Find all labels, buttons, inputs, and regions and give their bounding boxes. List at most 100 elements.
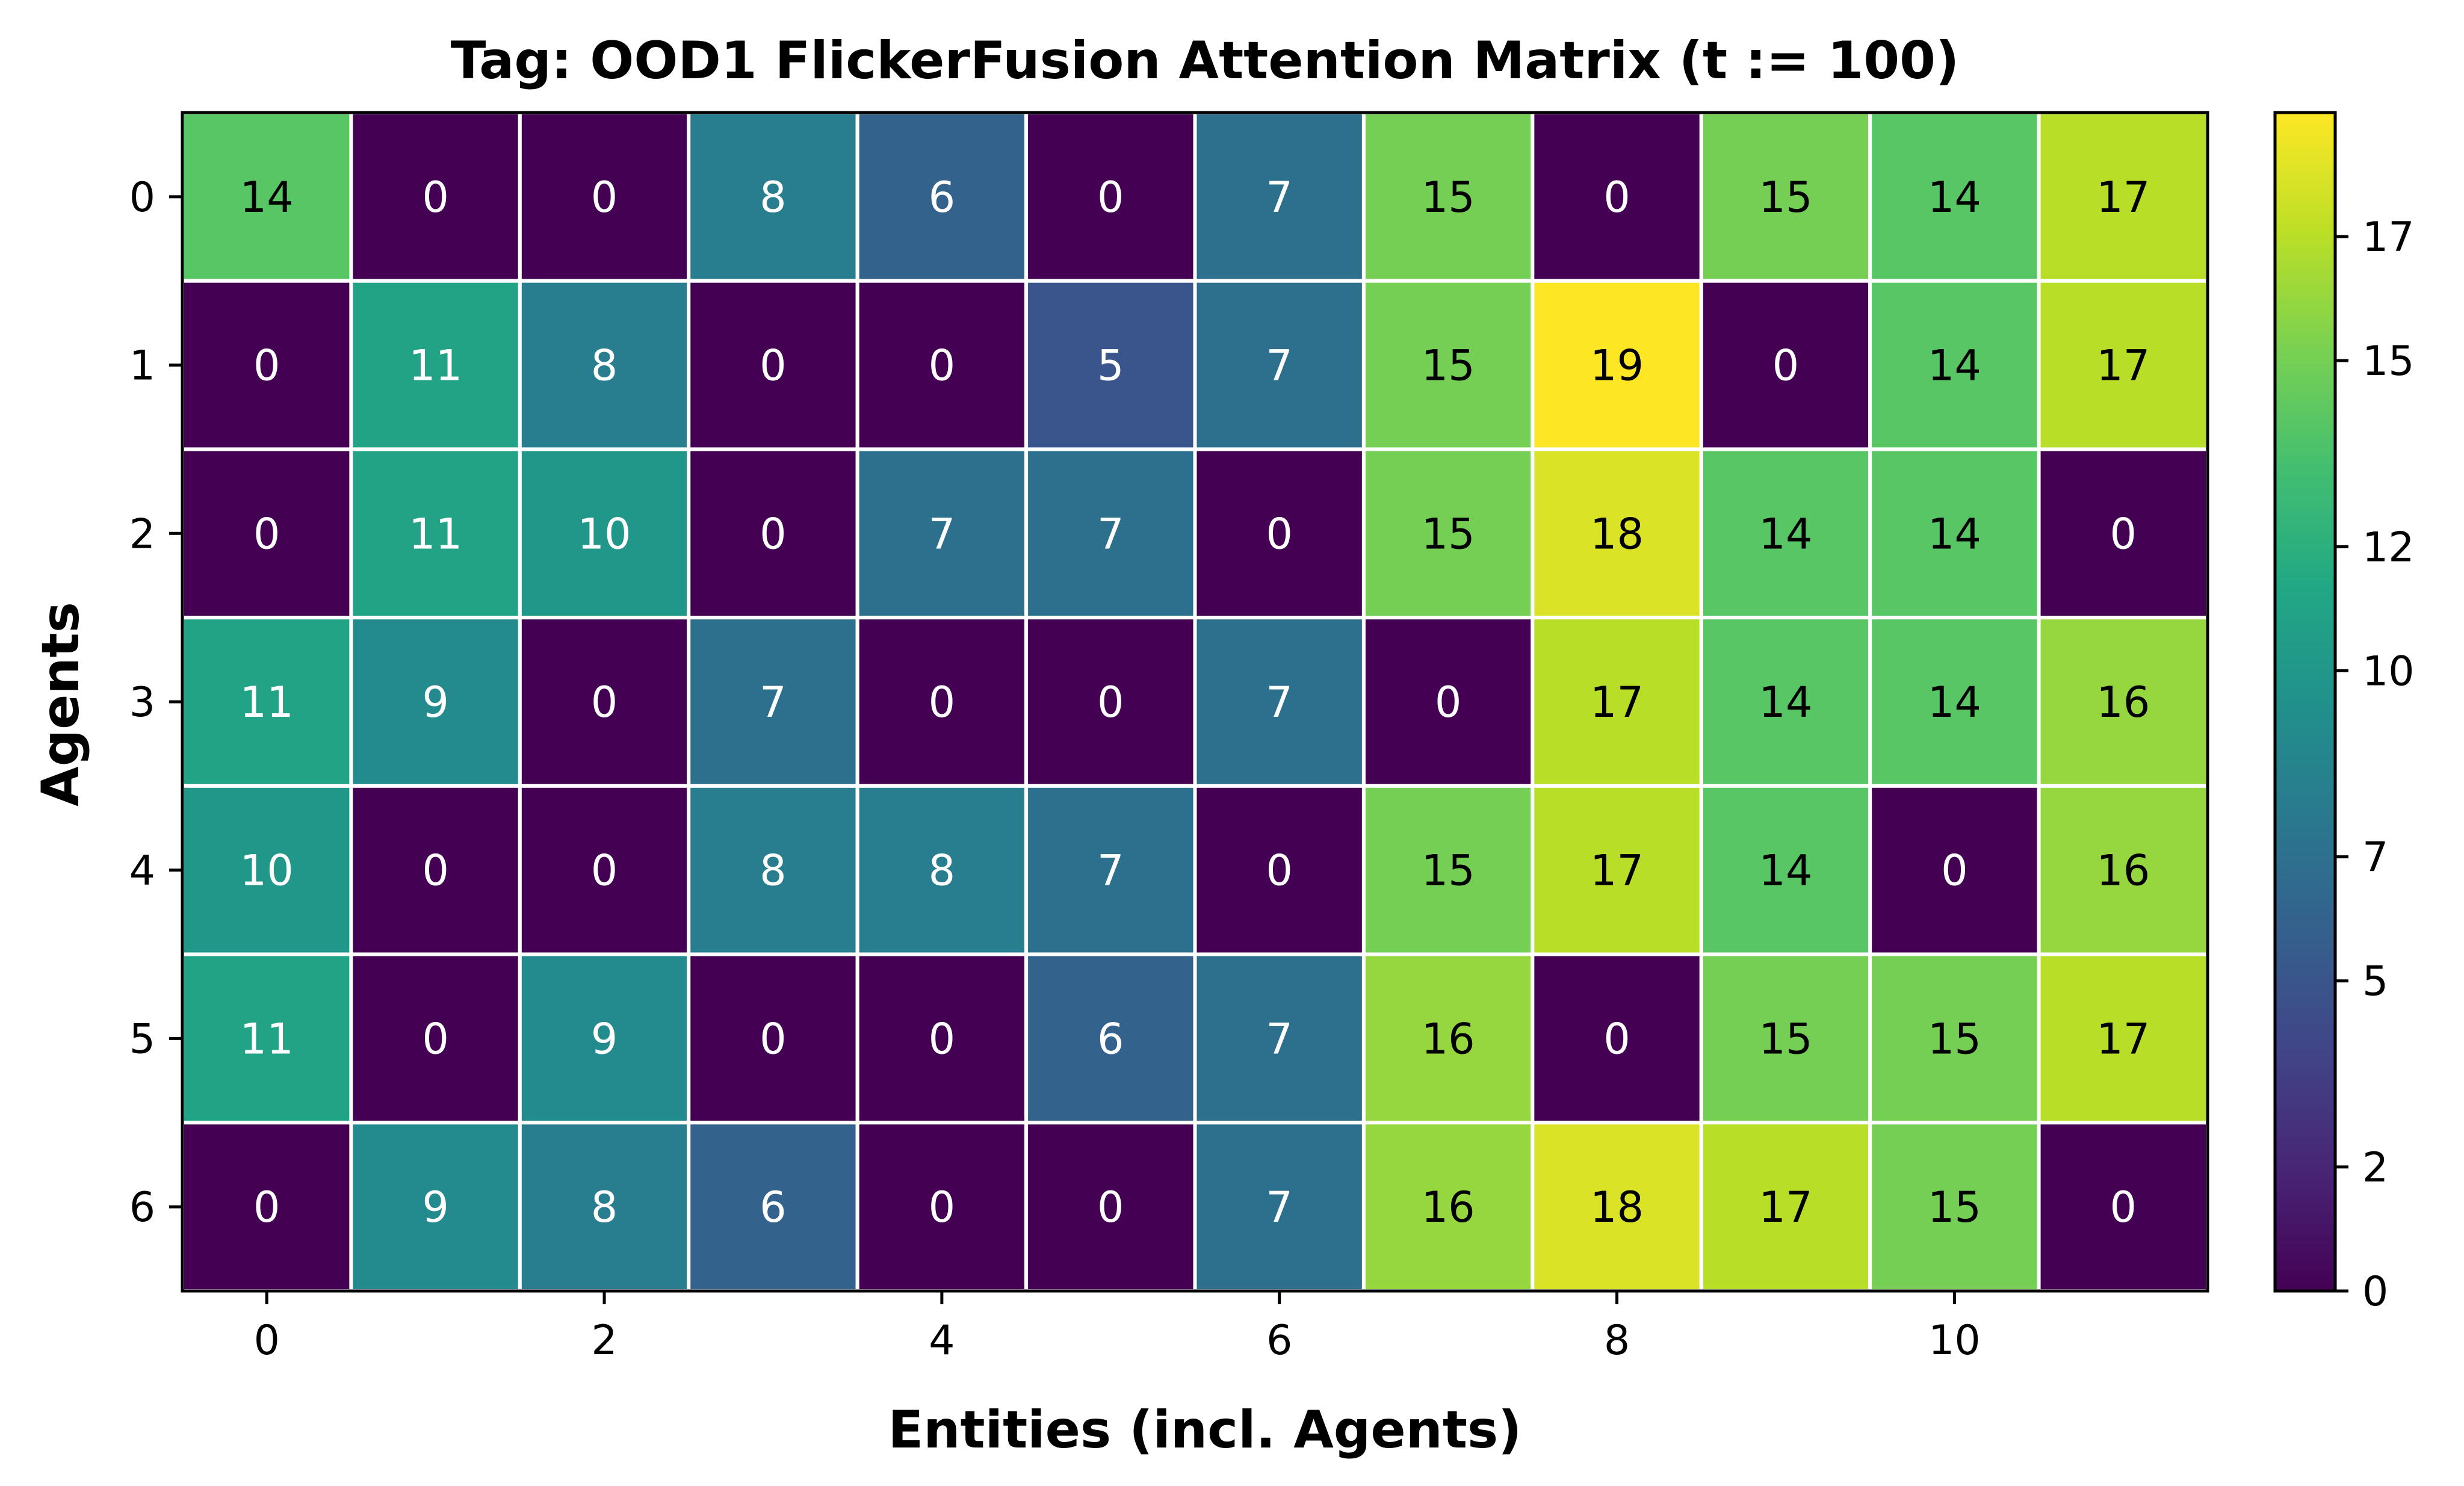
x-tick-label: 0 (254, 1317, 280, 1364)
heatmap-cell (687, 952, 859, 1125)
colorbar-tick-label: 0 (2362, 1268, 2388, 1316)
cell-value-label: 14 (1928, 173, 1981, 222)
cell-value-label: 0 (1435, 678, 1462, 727)
heatmap-cell (1361, 784, 1535, 956)
cell-value-label: 0 (760, 509, 787, 559)
cell-value-label: 8 (591, 341, 618, 391)
heatmap-cell (1193, 616, 1366, 788)
x-axis-label: Entities (incl. Agents) (888, 1400, 1522, 1460)
cell-value-label: 0 (422, 173, 449, 222)
cell-value-label: 15 (1928, 1183, 1981, 1232)
heatmap-cell (687, 1121, 859, 1293)
colorbar-tick-label: 17 (2362, 214, 2415, 261)
colorbar-tick-label: 2 (2362, 1144, 2388, 1192)
heatmap-cell (181, 111, 353, 283)
heatmap-cell (349, 279, 522, 451)
heatmap-cell (2037, 111, 2209, 283)
cell-value-label: 0 (2110, 1183, 2137, 1232)
cell-value-label: 7 (929, 509, 956, 559)
heatmap-cell (518, 1121, 691, 1293)
heatmap-cell (2037, 952, 2209, 1125)
cell-value-label: 0 (1097, 678, 1124, 727)
y-tick-label: 6 (129, 1184, 155, 1231)
heatmap-cell (181, 952, 353, 1125)
cell-value-label: 11 (240, 678, 294, 727)
cell-value-label: 0 (929, 1014, 956, 1063)
colorbar-gradient (2273, 111, 2337, 1293)
cell-value-label: 17 (1759, 1183, 1812, 1232)
cell-value-label: 0 (1097, 173, 1124, 222)
cell-value-label: 7 (1097, 846, 1124, 896)
x-tick-label: 10 (1928, 1317, 1981, 1364)
cell-value-label: 15 (1422, 173, 1475, 222)
cell-value-label: 0 (422, 846, 449, 896)
heatmap-cell (855, 784, 1029, 956)
heatmap-cell (518, 784, 691, 956)
cell-value-label: 16 (2096, 846, 2150, 896)
cell-value-label: 19 (1590, 341, 1644, 391)
cell-value-label: 8 (591, 1183, 618, 1232)
cell-value-label: 0 (929, 678, 956, 727)
cell-value-label: 15 (1759, 173, 1812, 222)
heatmap-cell (1193, 1121, 1366, 1293)
cell-value-label: 9 (422, 1183, 449, 1232)
cell-value-label: 10 (578, 509, 631, 559)
heatmap-cell (1699, 616, 1872, 788)
cell-value-label: 0 (591, 173, 618, 222)
cell-value-label: 15 (1759, 1014, 1812, 1063)
heatmap-cell (518, 616, 691, 788)
heatmap-cell (181, 784, 353, 956)
colorbar-ticks: 0 2 5 7 10 12 15 17 (2335, 214, 2415, 1316)
cell-value-label: 0 (422, 1014, 449, 1063)
cell-value-label: 0 (1266, 509, 1293, 559)
heatmap-cell (1024, 111, 1197, 283)
cell-value-label: 15 (1422, 341, 1475, 391)
cell-value-label: 18 (1590, 509, 1644, 559)
heatmap-cell (1531, 1121, 1703, 1293)
cell-value-label: 18 (1590, 1183, 1644, 1232)
cell-value-label: 14 (240, 173, 294, 222)
heatmap-cell (349, 784, 522, 956)
cell-value-label: 14 (1759, 509, 1812, 559)
cell-value-label: 8 (760, 846, 787, 896)
y-tick-label: 0 (129, 174, 155, 221)
heatmap-cell (1193, 952, 1366, 1125)
y-tick-label: 5 (129, 1015, 155, 1063)
heatmap-cell (1868, 279, 2041, 451)
heatmap-cell (687, 616, 859, 788)
cell-value-label: 0 (929, 1183, 956, 1232)
colorbar-tick-label: 5 (2362, 958, 2388, 1006)
heatmap-cell (1193, 447, 1366, 620)
cell-value-label: 15 (1422, 509, 1475, 559)
y-tick-label: 1 (129, 342, 155, 390)
cell-value-label: 0 (591, 846, 618, 896)
x-tick-label: 6 (1266, 1317, 1292, 1364)
cell-value-label: 16 (2096, 678, 2150, 727)
heatmap-cell (2037, 1121, 2209, 1293)
colorbar-tick-label: 15 (2362, 338, 2415, 385)
cell-value-label: 17 (2096, 173, 2150, 222)
heatmap-cell (1361, 952, 1535, 1125)
chart-title: Tag: OOD1 FlickerFusion Attention Matrix… (451, 31, 1960, 91)
cell-value-label: 16 (1422, 1014, 1475, 1063)
cell-value-label: 15 (1422, 846, 1475, 896)
colorbar-tick-label: 12 (2362, 524, 2415, 571)
heatmap-cell (181, 1121, 353, 1293)
cell-value-label: 14 (1928, 678, 1981, 727)
cell-value-label: 7 (1266, 173, 1293, 222)
cell-value-label: 0 (253, 509, 280, 559)
cell-value-label: 16 (1422, 1183, 1475, 1232)
heatmap-cell (1868, 784, 2041, 956)
heatmap-cell (1531, 952, 1703, 1125)
cell-value-label: 0 (1941, 846, 1968, 896)
y-tick-label: 3 (129, 679, 155, 726)
heatmap-cell (687, 447, 859, 620)
cell-value-label: 6 (1097, 1014, 1124, 1063)
heatmap-cell (2037, 447, 2209, 620)
heatmap-cell (1361, 279, 1535, 451)
heatmap-cell (349, 111, 522, 283)
cell-value-label: 17 (2096, 341, 2150, 391)
heatmap-cell (1193, 279, 1366, 451)
cell-value-label: 0 (591, 678, 618, 727)
